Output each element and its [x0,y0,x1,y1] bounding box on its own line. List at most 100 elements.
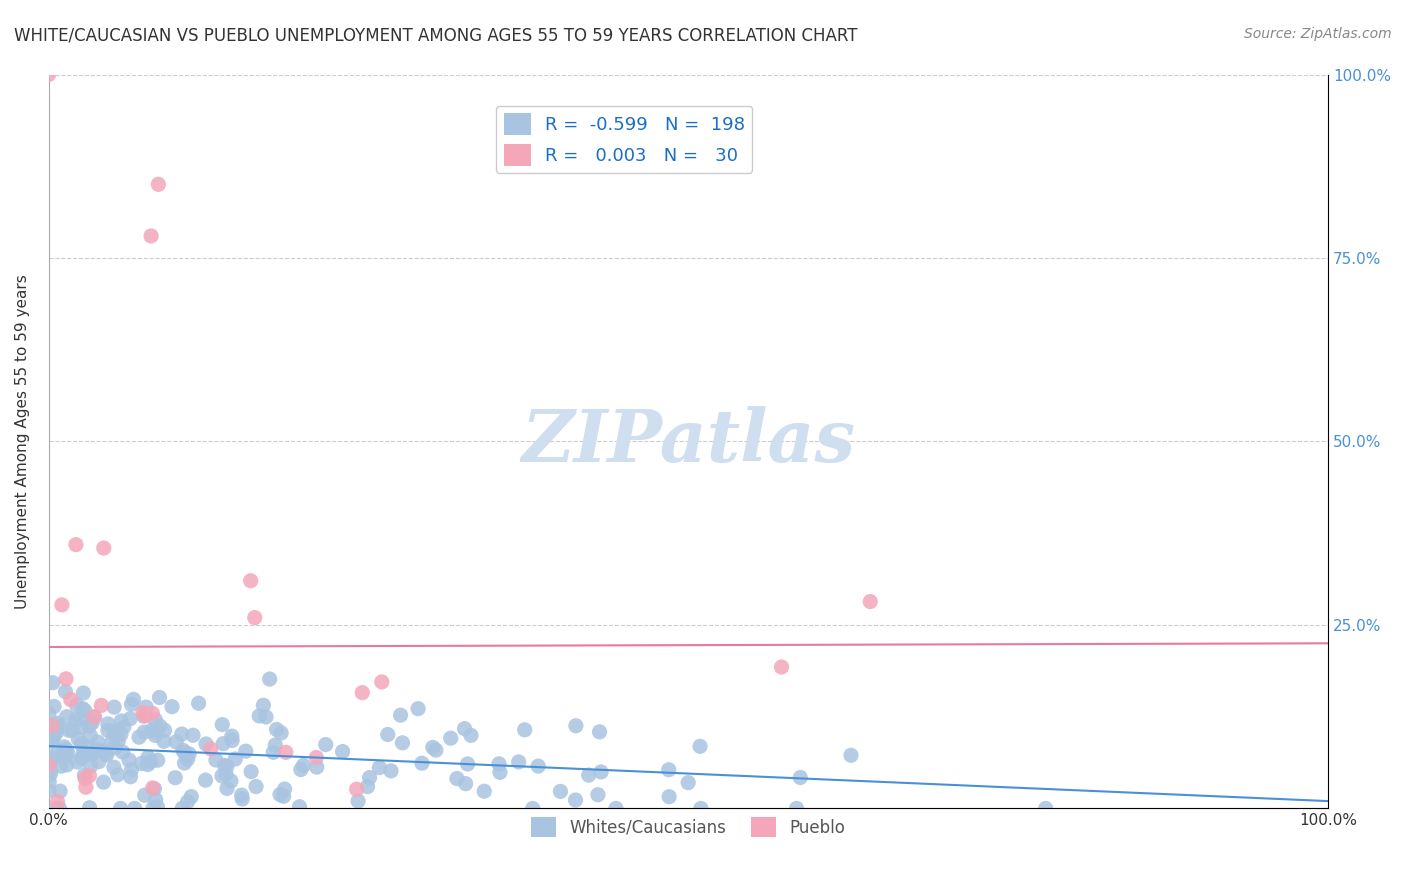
Point [72,701,94,715]
Point [84,743,107,757]
Point [605,801,627,815]
Point [104,724,127,739]
Point [83,710,105,724]
Text: Source: ZipAtlas.com: Source: ZipAtlas.com [1244,27,1392,41]
Point [786,801,808,815]
Point [352,686,374,700]
Point [59,692,82,706]
Point [110,801,132,815]
Point [270,726,292,740]
Point [460,728,482,742]
Point [453,722,475,736]
Point [371,674,394,689]
Point [42,699,65,714]
Point [51,748,73,763]
Point [368,761,391,775]
Point [254,710,277,724]
Point [508,755,530,769]
Point [83,710,105,724]
Point [221,729,243,743]
Point [564,793,586,807]
Point [181,728,204,742]
Point [39,763,62,777]
Point [153,734,176,748]
Point [73,739,96,753]
Point [69,713,91,727]
Point [200,742,222,756]
Point [170,727,193,741]
Point [41,718,63,732]
Point [305,750,328,764]
Point [55,709,77,723]
Point [135,700,157,714]
Point [55,684,77,698]
Point [1035,801,1057,815]
Point [73,772,96,786]
Point [142,801,165,815]
Point [70,751,93,765]
Point [195,737,218,751]
Point [110,714,132,728]
Point [179,747,201,761]
Point [77,719,100,733]
Point [266,723,288,737]
Point [91,744,114,758]
Point [103,700,125,714]
Point [264,738,287,752]
Point [411,756,433,771]
Point [273,789,295,804]
Point [194,773,217,788]
Point [273,782,295,797]
Point [172,801,194,815]
Point [380,764,402,778]
Point [176,752,198,766]
Point [69,720,91,734]
Point [136,750,159,764]
Point [513,723,536,737]
Point [550,784,572,798]
Point [56,746,79,760]
Point [90,698,112,713]
Point [274,745,297,759]
Point [332,745,354,759]
Point [132,706,155,720]
Point [65,698,87,713]
Point [49,759,72,773]
Legend: Whites/Caucasians, Pueblo: Whites/Caucasians, Pueblo [524,811,852,844]
Y-axis label: Unemployment Among Ages 55 to 59 years: Unemployment Among Ages 55 to 59 years [15,274,30,609]
Point [104,740,127,755]
Point [103,727,125,741]
Point [472,784,495,798]
Point [136,757,159,772]
Point [55,742,77,756]
Point [72,747,94,762]
Point [134,725,156,739]
Point [457,756,479,771]
Point [143,713,166,727]
Point [215,767,238,781]
Point [118,753,141,767]
Point [56,758,79,772]
Point [243,610,266,624]
Point [51,598,73,612]
Point [132,709,155,723]
Point [770,660,793,674]
Point [406,701,429,715]
Point [93,541,115,555]
Point [676,775,699,789]
Point [235,744,257,758]
Point [79,801,101,815]
Point [658,763,681,777]
Point [142,780,165,795]
Point [160,699,183,714]
Point [42,675,65,690]
Point [46,744,69,758]
Point [522,801,544,815]
Point [440,731,463,746]
Point [586,788,609,802]
Point [79,729,101,743]
Point [247,709,270,723]
Point [346,782,368,797]
Point [446,772,468,786]
Point [82,747,104,761]
